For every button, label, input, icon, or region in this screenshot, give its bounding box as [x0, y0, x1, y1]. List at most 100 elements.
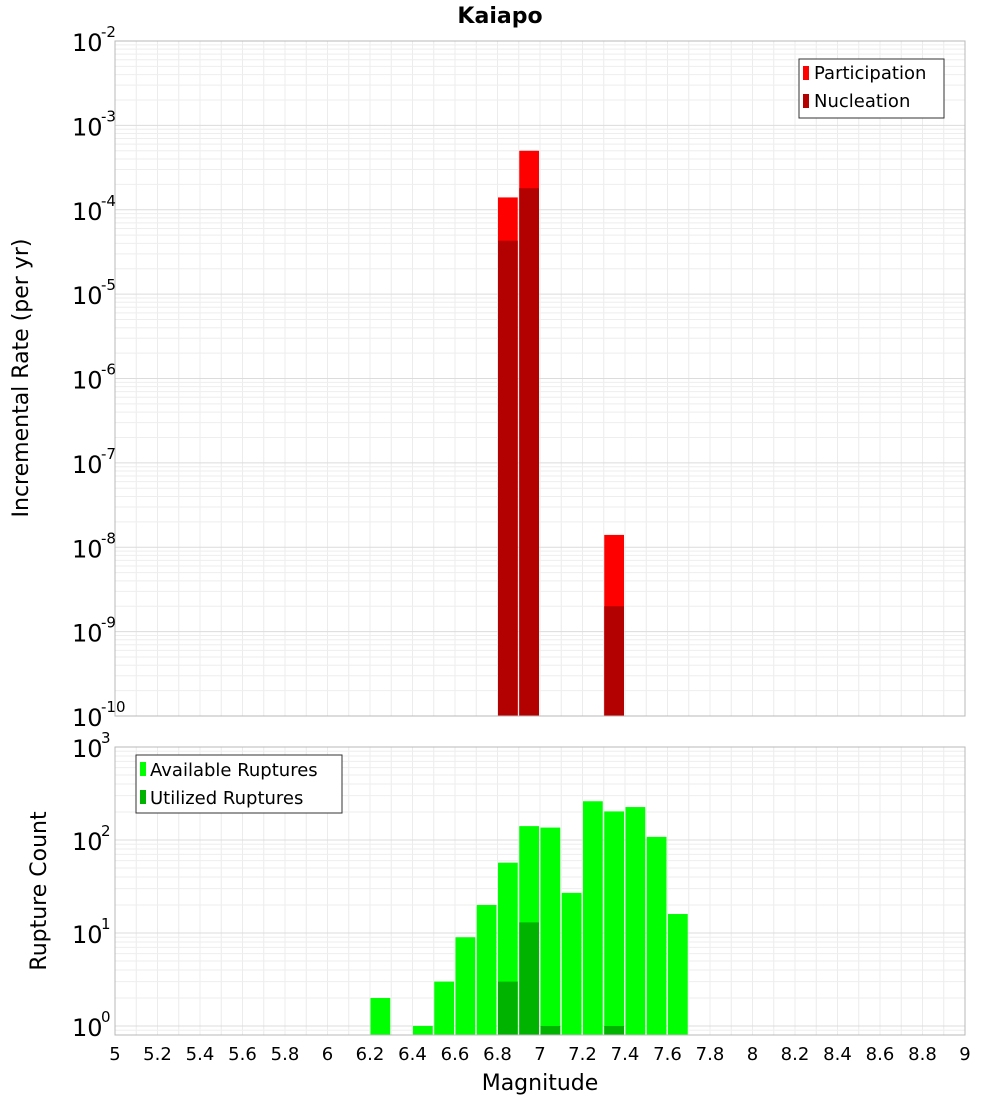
bar-utilized-ruptures: [519, 922, 539, 1035]
y-tick-base: 10: [72, 828, 103, 856]
x-tick-label: 7.2: [568, 1044, 597, 1065]
y-tick-exponent: -5: [101, 276, 116, 294]
legend-swatch-participation: [803, 66, 809, 80]
bar-utilized-ruptures: [498, 981, 518, 1035]
x-tick-label: 8: [747, 1044, 758, 1065]
bar-nucleation: [498, 240, 518, 717]
x-tick-label: 8.8: [908, 1044, 937, 1065]
y-tick-label: 10-10: [72, 698, 126, 732]
rate-legend: Participation Nucleation: [798, 58, 945, 119]
y-tick-base: 10: [72, 620, 103, 648]
bar-utilized-ruptures: [604, 1025, 624, 1035]
bar-available-ruptures: [646, 836, 667, 1035]
y-tick-label: 102: [72, 822, 111, 856]
bar-available-ruptures: [476, 904, 497, 1035]
y-tick-base: 10: [72, 367, 103, 395]
bar-available-ruptures: [455, 937, 476, 1035]
legend-swatch-nucleation: [803, 94, 809, 108]
count-legend: Available Ruptures Utilized Ruptures: [135, 754, 343, 814]
y-tick-base: 10: [72, 29, 103, 57]
y-tick-base: 10: [72, 198, 103, 226]
y-tick-exponent: -2: [101, 23, 116, 41]
legend-label-utilized: Utilized Ruptures: [150, 788, 303, 809]
rate-grid: [114, 41, 966, 717]
x-tick-label: 8.4: [823, 1044, 852, 1065]
x-tick-label: 8.2: [781, 1044, 810, 1065]
y-tick-label: 10-3: [72, 107, 116, 141]
legend-label-available: Available Ruptures: [150, 760, 318, 781]
x-tick-label: 5.4: [186, 1044, 215, 1065]
bar-available-ruptures: [370, 997, 391, 1035]
x-tick-label: 6.6: [441, 1044, 470, 1065]
x-tick-label: 5.2: [143, 1044, 172, 1065]
legend-swatch-available: [140, 762, 146, 776]
bar-available-ruptures: [583, 801, 603, 1035]
x-tick-label: 6.8: [483, 1044, 512, 1065]
rate-bars: [498, 150, 624, 717]
x-tick-label: 5.6: [228, 1044, 257, 1065]
y-tick-label: 10-2: [72, 23, 116, 57]
y-tick-label: 10-6: [72, 361, 116, 395]
count-bars: [370, 801, 688, 1035]
y-tick-exponent: -8: [101, 529, 116, 547]
y-tick-label: 10-5: [72, 276, 116, 310]
x-tick-label: 7.4: [611, 1044, 640, 1065]
y-tick-base: 10: [72, 1014, 103, 1042]
legend-label-participation: Participation: [814, 63, 926, 84]
bar-available-ruptures: [668, 914, 688, 1035]
y-tick-exponent: 0: [101, 1008, 111, 1026]
rate-legend-box: [798, 58, 945, 119]
bar-nucleation: [604, 606, 624, 716]
y-tick-exponent: -6: [101, 361, 116, 379]
bar-available-ruptures: [413, 1025, 433, 1035]
legend-swatch-utilized: [140, 790, 146, 804]
x-axis-label: Magnitude: [482, 1071, 599, 1096]
bar-available-ruptures: [561, 892, 582, 1035]
y-tick-label: 101: [72, 915, 111, 949]
bar-available-ruptures: [604, 811, 624, 1035]
y-tick-base: 10: [72, 535, 103, 563]
bar-available-ruptures: [625, 807, 646, 1035]
x-tick-label: 6: [322, 1044, 333, 1065]
y-tick-exponent: 1: [101, 915, 111, 933]
y-tick-base: 10: [72, 704, 103, 732]
y-tick-exponent: -7: [101, 445, 116, 463]
legend-label-nucleation: Nucleation: [814, 91, 910, 112]
x-tick-label: 5: [109, 1044, 120, 1065]
y-tick-exponent: -3: [101, 107, 116, 125]
y-tick-base: 10: [72, 921, 103, 949]
count-plot-border: [114, 746, 966, 1036]
y-tick-label: 10-4: [72, 192, 116, 226]
bar-available-ruptures: [540, 827, 561, 1035]
y-tick-base: 10: [72, 451, 103, 479]
count-y-axis-label: Rupture Count: [27, 811, 52, 971]
y-tick-exponent: -9: [101, 614, 116, 632]
bar-nucleation: [519, 188, 539, 717]
y-tick-exponent: -10: [101, 698, 126, 716]
y-tick-base: 10: [72, 735, 103, 763]
x-ticks: 5 5.2 5.4 5.6 5.8 6 6.2 6.4 6.6 6.8 7 7.2 7.4 7.6 7.8 8…: [109, 1044, 970, 1065]
y-tick-label: 103: [72, 729, 111, 763]
x-tick-label: 6.2: [356, 1044, 385, 1065]
bar-available-ruptures: [434, 981, 454, 1035]
rate-y-axis-label: Incremental Rate (per yr): [9, 239, 34, 518]
chart-title: Kaiapo: [457, 4, 542, 29]
y-tick-label: 10-7: [72, 445, 116, 479]
x-tick-label: 6.4: [398, 1044, 427, 1065]
y-tick-exponent: -4: [101, 192, 116, 210]
y-tick-exponent: 3: [101, 729, 111, 747]
y-tick-label: 10-8: [72, 529, 116, 563]
bar-utilized-ruptures: [540, 1025, 561, 1035]
x-tick-label: 8.6: [866, 1044, 895, 1065]
y-tick-label: 100: [72, 1008, 111, 1042]
x-tick-label: 5.8: [271, 1044, 300, 1065]
y-tick-label: 10-9: [72, 614, 116, 648]
y-tick-exponent: 2: [101, 822, 111, 840]
rate-plot-border: [114, 40, 966, 717]
x-tick-label: 9: [959, 1044, 970, 1065]
